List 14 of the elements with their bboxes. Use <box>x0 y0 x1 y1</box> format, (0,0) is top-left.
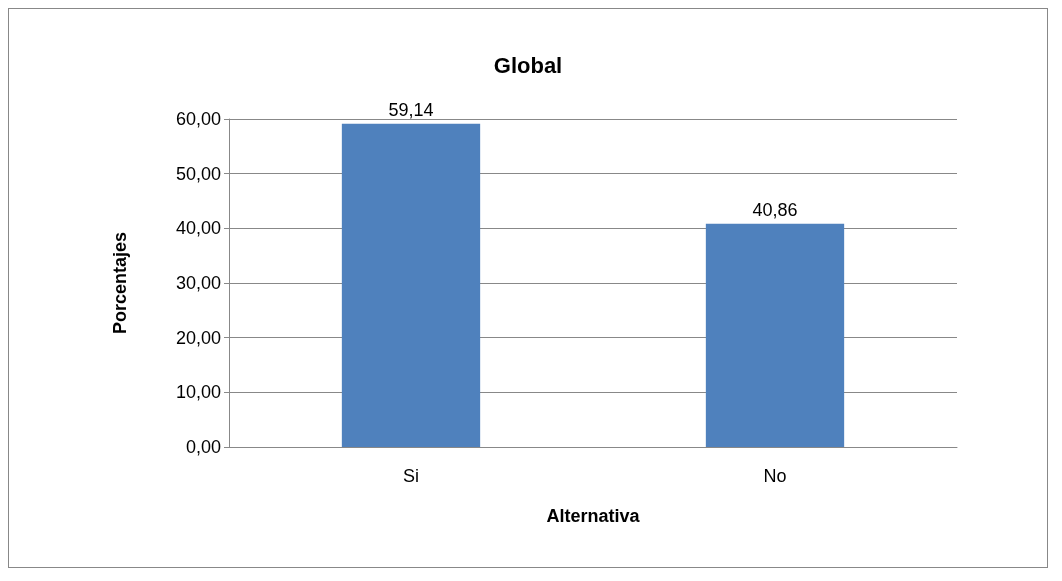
y-tick-label: 40,00 <box>175 218 221 239</box>
y-tick-label: 10,00 <box>175 382 221 403</box>
x-axis-title: Alternativa <box>546 506 641 526</box>
y-tick-label: 60,00 <box>175 109 221 129</box>
data-label: 40,86 <box>752 199 798 220</box>
y-tick-label: 20,00 <box>175 327 221 348</box>
x-tick-label: Si <box>402 466 420 486</box>
y-tick-label: 50,00 <box>175 163 221 184</box>
y-axis-title: Porcentajes <box>110 231 130 335</box>
data-label: 59,14 <box>388 99 434 120</box>
chart-title: Global <box>493 52 563 78</box>
x-tick-label: No <box>763 466 787 486</box>
y-tick-label: 0,00 <box>185 437 221 457</box>
y-tick-label: 30,00 <box>175 273 221 293</box>
